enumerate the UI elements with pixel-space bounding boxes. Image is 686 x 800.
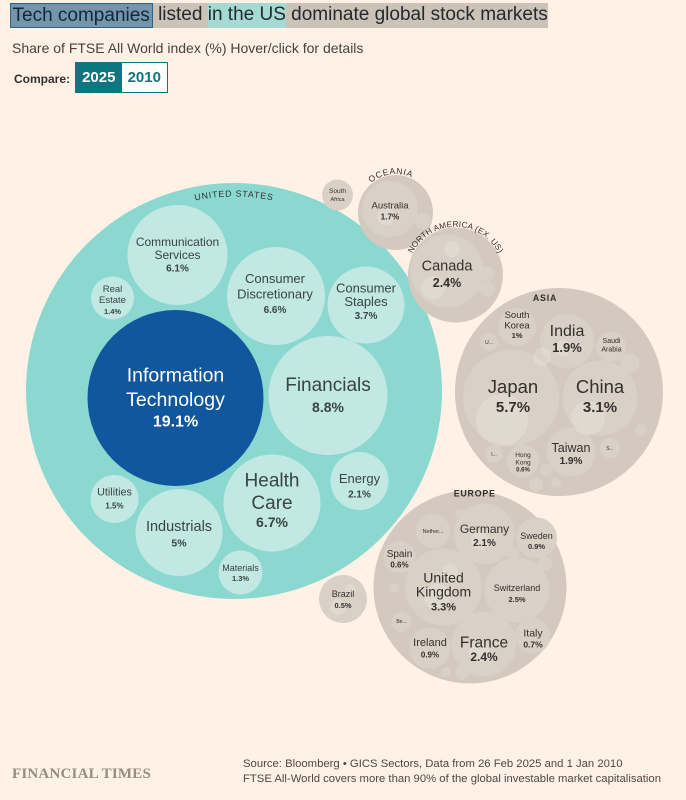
svg-text:8.8%: 8.8%: [312, 399, 344, 415]
svg-text:S...: S...: [606, 446, 614, 452]
svg-text:Discretionary: Discretionary: [237, 287, 313, 302]
svg-text:Korea: Korea: [504, 321, 530, 332]
svg-text:Financials: Financials: [285, 375, 371, 396]
svg-text:3.7%: 3.7%: [355, 311, 378, 322]
svg-text:ASIA: ASIA: [533, 293, 557, 303]
svg-text:Estate: Estate: [99, 295, 126, 306]
svg-text:Australia: Australia: [372, 201, 410, 212]
svg-text:1.4%: 1.4%: [104, 307, 121, 316]
svg-text:Spain: Spain: [387, 549, 413, 560]
svg-text:1.9%: 1.9%: [560, 456, 583, 467]
svg-text:6.6%: 6.6%: [264, 305, 287, 316]
svg-text:3.1%: 3.1%: [583, 399, 617, 416]
svg-text:France: France: [460, 635, 508, 652]
svg-text:Kong: Kong: [515, 460, 531, 467]
svg-text:6.1%: 6.1%: [166, 264, 189, 275]
svg-text:Care: Care: [251, 493, 292, 514]
svg-text:Technology: Technology: [126, 389, 225, 411]
svg-text:1.3%: 1.3%: [232, 574, 249, 583]
svg-text:India: India: [550, 323, 585, 340]
svg-text:Materials: Materials: [222, 563, 259, 573]
svg-text:Saudi: Saudi: [603, 338, 621, 345]
svg-text:1.5%: 1.5%: [105, 502, 123, 511]
svg-text:19.1%: 19.1%: [153, 414, 198, 431]
svg-text:5.7%: 5.7%: [496, 399, 530, 416]
svg-text:Brazil: Brazil: [332, 589, 355, 599]
svg-text:Canada: Canada: [422, 259, 474, 275]
svg-text:Switzerland: Switzerland: [494, 583, 541, 593]
svg-text:Be...: Be...: [396, 619, 406, 625]
svg-text:1%: 1%: [512, 331, 523, 340]
svg-text:China: China: [576, 376, 625, 397]
svg-text:Kingdom: Kingdom: [416, 584, 471, 600]
svg-text:5%: 5%: [171, 538, 187, 550]
svg-text:Communication: Communication: [136, 235, 219, 249]
svg-text:2.4%: 2.4%: [433, 276, 462, 290]
svg-text:0.6%: 0.6%: [516, 468, 530, 474]
svg-text:Information: Information: [127, 365, 225, 387]
svg-text:0.5%: 0.5%: [334, 601, 351, 610]
svg-text:Services: Services: [154, 248, 200, 262]
svg-text:2.4%: 2.4%: [470, 650, 498, 664]
svg-text:Consumer: Consumer: [336, 281, 397, 296]
svg-text:Sweden: Sweden: [520, 531, 553, 541]
svg-text:0.9%: 0.9%: [528, 542, 545, 551]
svg-text:Africa: Africa: [330, 197, 345, 203]
svg-text:Consumer: Consumer: [245, 271, 306, 286]
svg-text:Arabia: Arabia: [601, 347, 621, 354]
svg-text:2.1%: 2.1%: [348, 490, 371, 501]
svg-text:6.7%: 6.7%: [256, 514, 288, 530]
svg-text:U...: U...: [485, 340, 493, 346]
svg-text:Utilities: Utilities: [97, 487, 132, 499]
svg-text:0.9%: 0.9%: [421, 651, 439, 660]
svg-text:Ireland: Ireland: [413, 637, 447, 649]
svg-text:EUROPE: EUROPE: [454, 489, 496, 499]
svg-text:Italy: Italy: [523, 628, 543, 640]
svg-text:0.7%: 0.7%: [523, 640, 543, 650]
svg-text:1.9%: 1.9%: [552, 340, 582, 355]
svg-text:I...: I...: [491, 452, 497, 458]
svg-text:South: South: [505, 310, 530, 321]
svg-text:3.3%: 3.3%: [431, 602, 456, 614]
svg-text:Hong: Hong: [515, 452, 531, 459]
svg-text:Real: Real: [103, 284, 123, 295]
svg-text:2.5%: 2.5%: [508, 595, 525, 604]
svg-text:South: South: [329, 188, 346, 195]
svg-text:Industrials: Industrials: [146, 519, 212, 535]
svg-text:Health: Health: [245, 471, 300, 492]
svg-text:2.1%: 2.1%: [473, 538, 496, 549]
svg-text:UNITED STATES: UNITED STATES: [194, 189, 275, 203]
svg-text:Staples: Staples: [344, 294, 388, 309]
svg-text:United: United: [423, 570, 463, 586]
svg-text:Taiwan: Taiwan: [552, 441, 591, 455]
svg-text:Germany: Germany: [460, 522, 509, 536]
svg-text:0.6%: 0.6%: [390, 561, 408, 570]
svg-text:1.7%: 1.7%: [381, 213, 400, 222]
svg-text:Energy: Energy: [339, 471, 381, 486]
svg-text:Nether...: Nether...: [423, 529, 444, 535]
svg-text:Japan: Japan: [488, 376, 538, 397]
